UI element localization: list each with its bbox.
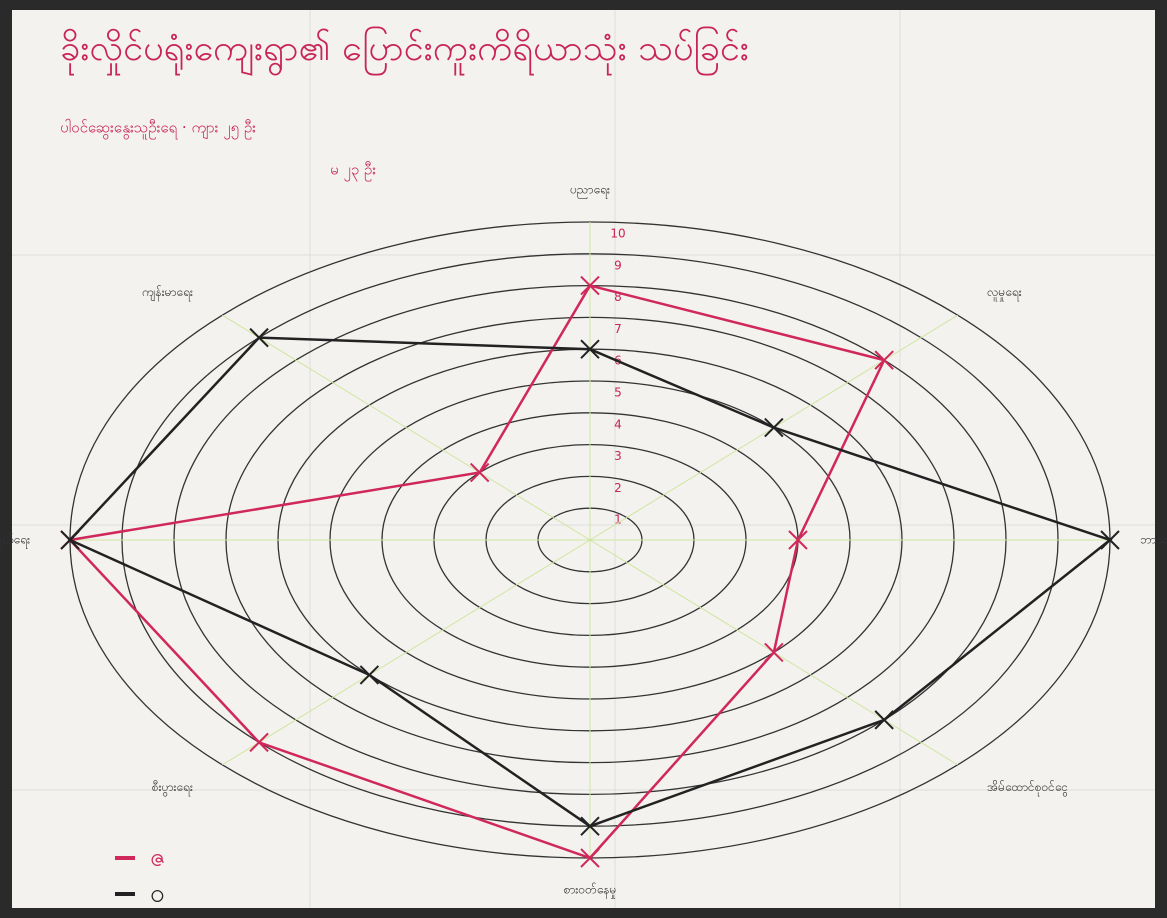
tick-label: 4 bbox=[614, 417, 622, 431]
tick-label: 9 bbox=[614, 258, 622, 272]
legend-label: ဇ bbox=[150, 843, 165, 873]
chart: ခိုးလှိုင်ပရုံးကျေးရွာ၏ ပြောင်းကူးကိရိယာ… bbox=[0, 0, 1167, 918]
paper bbox=[12, 10, 1155, 908]
tick-label: 3 bbox=[614, 449, 622, 463]
tick-label: 7 bbox=[614, 322, 622, 336]
page: ခိုးလှိုင်ပရုံးကျေးရွာ၏ ပြောင်းကူးကိရိယာ… bbox=[0, 0, 1167, 918]
subtitle: ပါဝင်ဆွေးနွေးသူဦးရေ · ကျား ၂၅ ဦး bbox=[60, 119, 256, 140]
tick-label: 5 bbox=[614, 386, 622, 400]
subtitle: မ ၂၃ ဦး bbox=[330, 161, 376, 182]
legend-label: ဝ bbox=[150, 879, 165, 909]
tick-label: 2 bbox=[614, 481, 622, 495]
tick-label: 10 bbox=[610, 227, 625, 241]
